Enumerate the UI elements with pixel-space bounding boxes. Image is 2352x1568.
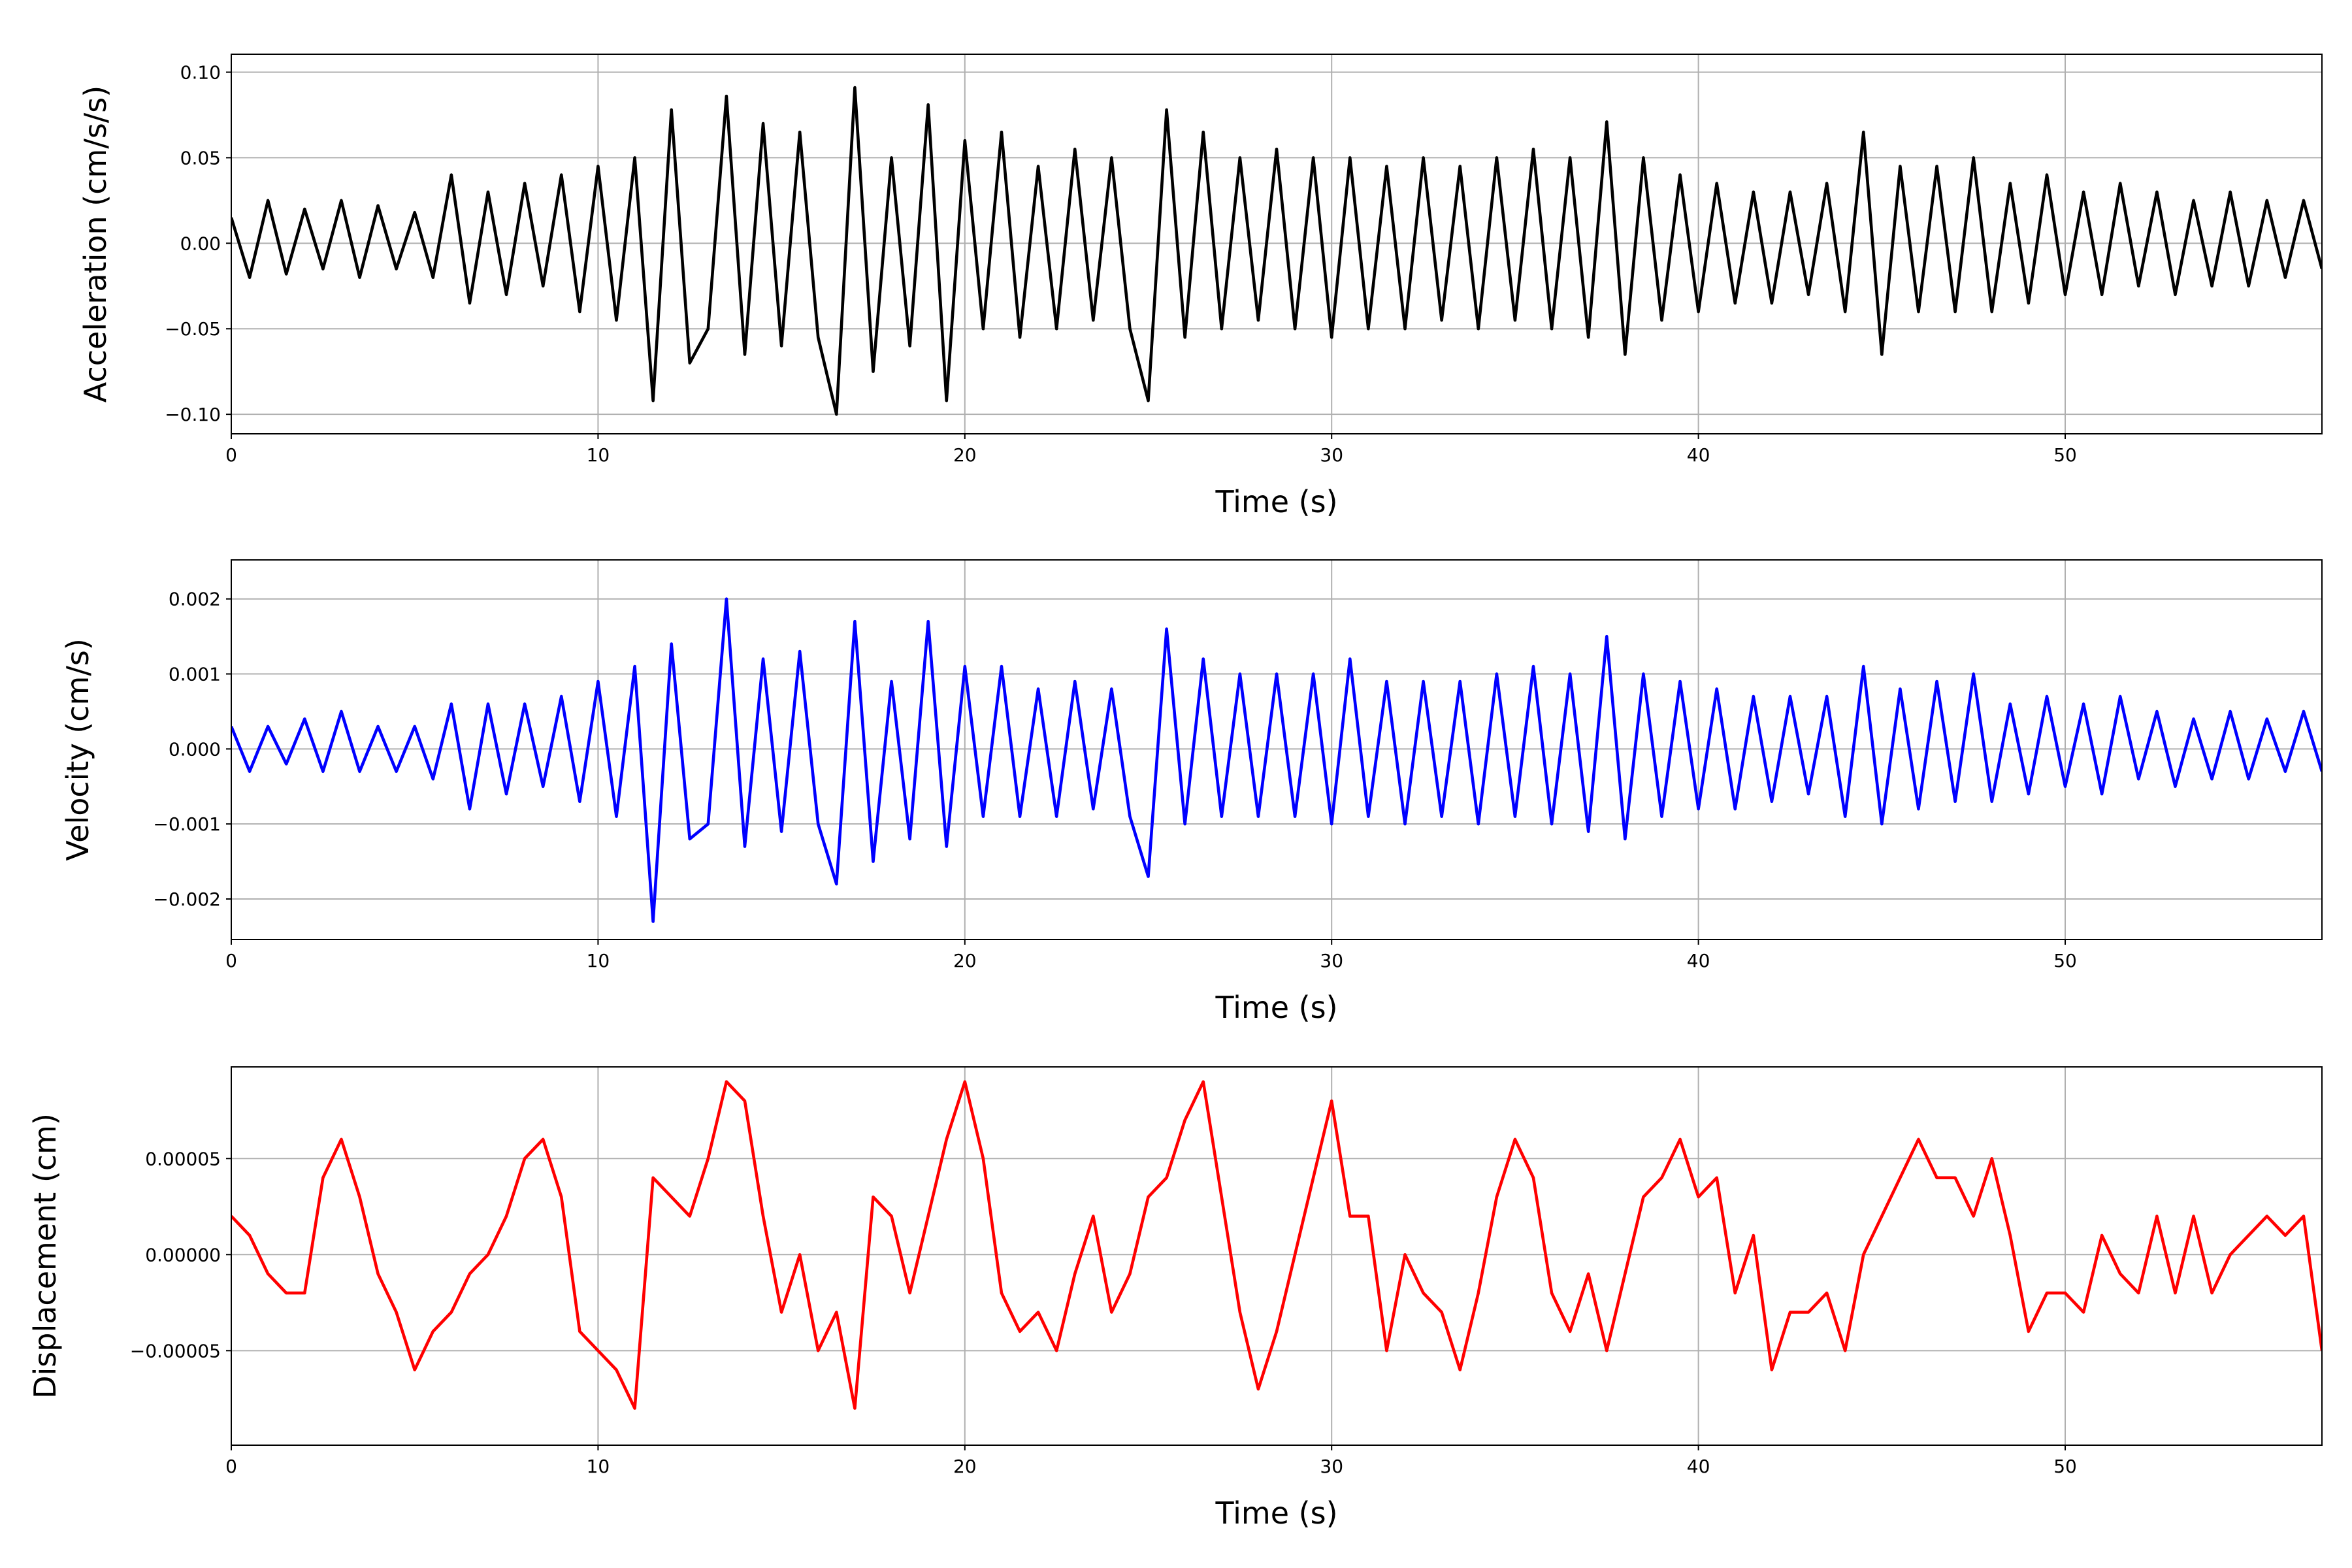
y-tick-label: 0.00005 bbox=[145, 1148, 221, 1169]
y-axis-label: Velocity (cm/s) bbox=[60, 638, 95, 861]
x-tick-label: 30 bbox=[1320, 950, 1343, 972]
y-tick-label: 0.00000 bbox=[145, 1244, 221, 1266]
y-axis-label: Acceleration (cm/s/s) bbox=[78, 86, 113, 402]
x-tick-label: 40 bbox=[1687, 444, 1710, 466]
y-tick-label: −0.05 bbox=[165, 318, 221, 340]
x-axis-label: Time (s) bbox=[1215, 990, 1337, 1025]
x-tick-label: 40 bbox=[1687, 1456, 1710, 1477]
x-tick-label: 10 bbox=[587, 1456, 610, 1477]
x-tick-label: 10 bbox=[587, 950, 610, 972]
x-tick-label: 50 bbox=[2053, 1456, 2077, 1477]
plot-frame bbox=[231, 54, 2323, 434]
data-line bbox=[231, 597, 2322, 923]
x-tick-label: 30 bbox=[1320, 444, 1343, 466]
x-axis-label: Time (s) bbox=[1215, 484, 1337, 519]
data-line bbox=[231, 1080, 2322, 1410]
y-tick-label: 0.10 bbox=[180, 61, 221, 83]
y-tick-label: −0.002 bbox=[153, 889, 221, 910]
y-tick-label: 0.05 bbox=[180, 147, 221, 169]
y-tick-label: −0.00005 bbox=[130, 1340, 221, 1362]
y-tick-label: 0.00 bbox=[180, 233, 221, 254]
x-tick-label: 20 bbox=[953, 444, 977, 466]
y-tick-label: 0.002 bbox=[169, 589, 221, 610]
x-tick-label: 20 bbox=[953, 1456, 977, 1477]
x-tick-label: 30 bbox=[1320, 1456, 1343, 1477]
y-tick-label: −0.001 bbox=[153, 813, 221, 835]
y-tick-label: 0.000 bbox=[169, 738, 221, 760]
x-tick-label: 0 bbox=[225, 950, 237, 972]
y-tick-label: −0.10 bbox=[165, 404, 221, 425]
plot-frame bbox=[231, 559, 2323, 940]
x-tick-label: 10 bbox=[587, 444, 610, 466]
x-tick-label: 0 bbox=[225, 444, 237, 466]
x-tick-label: 50 bbox=[2053, 444, 2077, 466]
x-tick-label: 50 bbox=[2053, 950, 2077, 972]
x-axis-label: Time (s) bbox=[1215, 1495, 1337, 1531]
x-tick-label: 20 bbox=[953, 950, 977, 972]
x-tick-label: 40 bbox=[1687, 950, 1710, 972]
y-tick-label: 0.001 bbox=[169, 664, 221, 685]
data-line bbox=[231, 86, 2322, 416]
y-axis-label: Displacement (cm) bbox=[27, 1113, 63, 1399]
x-tick-label: 0 bbox=[225, 1456, 237, 1477]
plot-frame bbox=[231, 1066, 2323, 1446]
